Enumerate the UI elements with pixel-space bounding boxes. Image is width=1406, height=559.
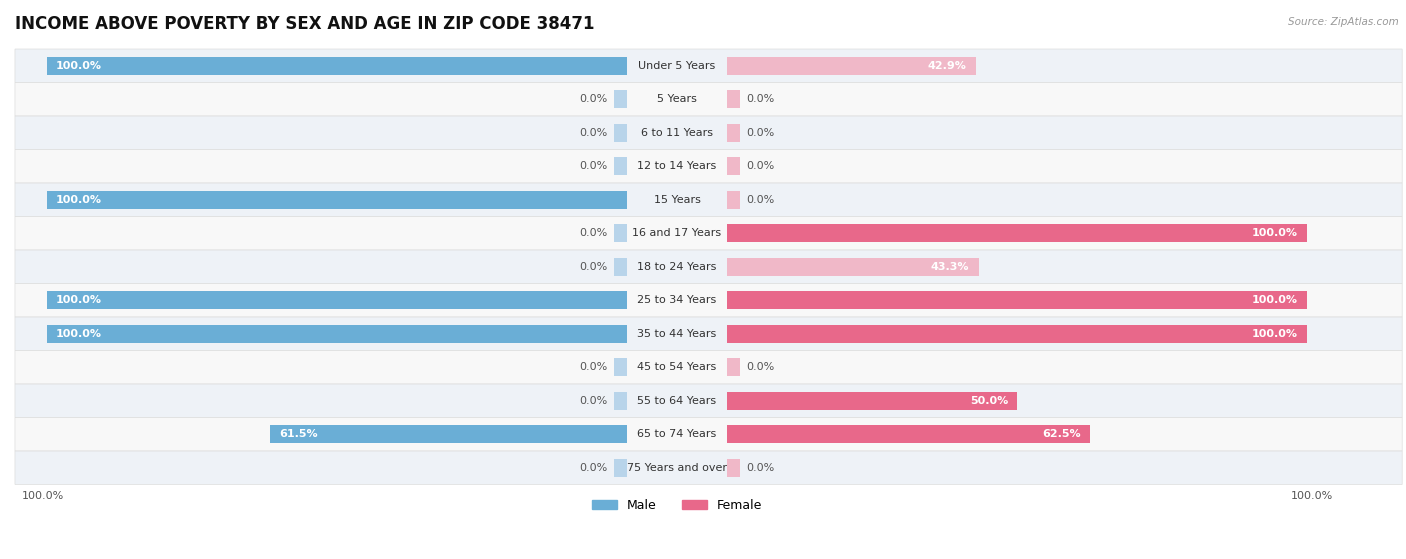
- Bar: [727, 191, 740, 209]
- Bar: [727, 325, 1308, 343]
- Text: 0.0%: 0.0%: [579, 362, 607, 372]
- Text: 0.0%: 0.0%: [579, 161, 607, 171]
- Bar: [270, 425, 627, 443]
- Text: 62.5%: 62.5%: [1042, 429, 1081, 439]
- Text: 100.0%: 100.0%: [21, 491, 63, 501]
- Bar: [614, 124, 627, 142]
- Bar: [727, 124, 740, 142]
- FancyBboxPatch shape: [15, 116, 1402, 149]
- Bar: [727, 358, 740, 376]
- FancyBboxPatch shape: [15, 451, 1402, 485]
- Bar: [727, 258, 979, 276]
- Bar: [614, 391, 627, 410]
- Bar: [46, 56, 627, 75]
- Text: 45 to 54 Years: 45 to 54 Years: [637, 362, 717, 372]
- Text: 61.5%: 61.5%: [280, 429, 318, 439]
- Text: 100.0%: 100.0%: [1251, 228, 1298, 238]
- Text: 0.0%: 0.0%: [747, 161, 775, 171]
- Text: 0.0%: 0.0%: [579, 94, 607, 105]
- Text: 0.0%: 0.0%: [579, 128, 607, 138]
- Text: 35 to 44 Years: 35 to 44 Years: [637, 329, 717, 339]
- Bar: [46, 191, 627, 209]
- Bar: [614, 258, 627, 276]
- Text: 16 and 17 Years: 16 and 17 Years: [633, 228, 721, 238]
- Bar: [614, 90, 627, 108]
- Bar: [727, 291, 1308, 310]
- Text: 0.0%: 0.0%: [747, 94, 775, 105]
- Text: INCOME ABOVE POVERTY BY SEX AND AGE IN ZIP CODE 38471: INCOME ABOVE POVERTY BY SEX AND AGE IN Z…: [15, 15, 595, 33]
- Text: 42.9%: 42.9%: [928, 61, 967, 71]
- Bar: [727, 224, 1308, 243]
- Text: 0.0%: 0.0%: [747, 195, 775, 205]
- FancyBboxPatch shape: [15, 350, 1402, 384]
- FancyBboxPatch shape: [15, 283, 1402, 317]
- Bar: [614, 358, 627, 376]
- Text: 100.0%: 100.0%: [56, 61, 103, 71]
- FancyBboxPatch shape: [15, 384, 1402, 418]
- FancyBboxPatch shape: [15, 418, 1402, 451]
- Text: 43.3%: 43.3%: [931, 262, 969, 272]
- Text: 0.0%: 0.0%: [579, 463, 607, 473]
- Text: 12 to 14 Years: 12 to 14 Years: [637, 161, 717, 171]
- FancyBboxPatch shape: [15, 250, 1402, 283]
- FancyBboxPatch shape: [15, 183, 1402, 216]
- Text: 0.0%: 0.0%: [579, 228, 607, 238]
- Text: 5 Years: 5 Years: [657, 94, 697, 105]
- Bar: [727, 90, 740, 108]
- Text: Under 5 Years: Under 5 Years: [638, 61, 716, 71]
- FancyBboxPatch shape: [15, 49, 1402, 83]
- Text: 100.0%: 100.0%: [1251, 295, 1298, 305]
- Text: 100.0%: 100.0%: [1251, 329, 1298, 339]
- Text: 50.0%: 50.0%: [970, 396, 1008, 406]
- Text: 0.0%: 0.0%: [579, 262, 607, 272]
- Bar: [727, 425, 1090, 443]
- Text: 0.0%: 0.0%: [579, 396, 607, 406]
- Bar: [727, 56, 976, 75]
- Bar: [614, 458, 627, 477]
- Bar: [727, 391, 1018, 410]
- Legend: Male, Female: Male, Female: [586, 494, 768, 517]
- Text: 18 to 24 Years: 18 to 24 Years: [637, 262, 717, 272]
- Bar: [727, 458, 740, 477]
- Text: 55 to 64 Years: 55 to 64 Years: [637, 396, 717, 406]
- FancyBboxPatch shape: [15, 83, 1402, 116]
- Text: 0.0%: 0.0%: [747, 362, 775, 372]
- Text: 0.0%: 0.0%: [747, 463, 775, 473]
- Bar: [727, 157, 740, 176]
- Text: 0.0%: 0.0%: [747, 128, 775, 138]
- Text: 100.0%: 100.0%: [1291, 491, 1333, 501]
- FancyBboxPatch shape: [15, 317, 1402, 350]
- Text: 100.0%: 100.0%: [56, 329, 103, 339]
- Text: 15 Years: 15 Years: [654, 195, 700, 205]
- Text: 75 Years and over: 75 Years and over: [627, 463, 727, 473]
- Text: 65 to 74 Years: 65 to 74 Years: [637, 429, 717, 439]
- Bar: [614, 224, 627, 243]
- Text: 6 to 11 Years: 6 to 11 Years: [641, 128, 713, 138]
- FancyBboxPatch shape: [15, 149, 1402, 183]
- FancyBboxPatch shape: [15, 216, 1402, 250]
- Text: Source: ZipAtlas.com: Source: ZipAtlas.com: [1288, 17, 1399, 27]
- Text: 100.0%: 100.0%: [56, 295, 103, 305]
- Text: 100.0%: 100.0%: [56, 195, 103, 205]
- Bar: [614, 157, 627, 176]
- Text: 25 to 34 Years: 25 to 34 Years: [637, 295, 717, 305]
- Bar: [46, 325, 627, 343]
- Bar: [46, 291, 627, 310]
